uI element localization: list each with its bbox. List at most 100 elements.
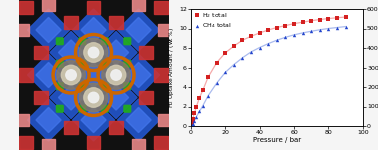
Bar [64, 16, 78, 29]
Polygon shape [104, 40, 129, 65]
CH$_4$ total [200, 104, 206, 107]
H$_2$ total [342, 16, 349, 18]
CH$_4$ total [197, 110, 203, 112]
FancyBboxPatch shape [101, 38, 108, 45]
Polygon shape [28, 9, 70, 51]
CH$_4$ total [193, 116, 199, 119]
CH$_4$ total [222, 71, 228, 74]
Circle shape [88, 92, 99, 103]
CH$_4$ total [214, 82, 220, 84]
Polygon shape [126, 107, 151, 133]
FancyBboxPatch shape [79, 60, 86, 67]
Bar [42, 139, 55, 150]
Bar [132, 0, 145, 11]
FancyBboxPatch shape [56, 38, 63, 45]
CH$_4$ total [282, 36, 288, 38]
FancyBboxPatch shape [101, 60, 108, 67]
H$_2$ total [308, 20, 314, 22]
Polygon shape [95, 76, 137, 118]
Circle shape [84, 88, 103, 107]
H$_2$ total [300, 21, 306, 23]
Bar [158, 24, 170, 36]
H$_2$ total [325, 17, 332, 20]
FancyBboxPatch shape [79, 105, 86, 112]
Polygon shape [73, 99, 115, 141]
FancyBboxPatch shape [124, 105, 131, 112]
Bar [17, 114, 29, 126]
CH$_4$ total [191, 119, 197, 122]
CH$_4$ total [240, 57, 246, 59]
H$_2$ total [248, 35, 254, 38]
H$_2$ total [282, 24, 288, 27]
Polygon shape [59, 40, 84, 65]
Circle shape [88, 47, 99, 58]
FancyBboxPatch shape [124, 38, 131, 45]
CH$_4$ total [189, 124, 195, 126]
CH$_4$ total [300, 32, 306, 34]
CH$_4$ total [190, 122, 196, 125]
FancyBboxPatch shape [101, 105, 108, 112]
Bar [87, 1, 100, 14]
CH$_4$ total [317, 28, 323, 31]
H$_2$ total [222, 52, 228, 54]
FancyBboxPatch shape [79, 83, 86, 90]
Bar [64, 121, 78, 134]
Bar [19, 136, 33, 149]
CH$_4$ total [274, 39, 280, 41]
Polygon shape [126, 17, 151, 43]
FancyBboxPatch shape [124, 83, 131, 90]
Polygon shape [50, 76, 92, 118]
FancyBboxPatch shape [124, 60, 131, 67]
CH$_4$ total [205, 94, 211, 97]
CH$_4$ total [257, 46, 263, 49]
Circle shape [111, 70, 121, 80]
Circle shape [79, 83, 108, 112]
Y-axis label: H$_2$ Uptake Amount / (wt %): H$_2$ Uptake Amount / (wt %) [167, 27, 176, 108]
CH$_4$ total [342, 25, 349, 28]
FancyBboxPatch shape [56, 83, 63, 90]
H$_2$ total [231, 45, 237, 47]
Bar [109, 121, 123, 134]
H$_2$ total [190, 118, 196, 120]
CH$_4$ total [231, 63, 237, 66]
Circle shape [102, 61, 130, 89]
Bar [19, 1, 33, 14]
Bar [34, 46, 48, 59]
CH$_4$ total [325, 27, 332, 30]
H$_2$ total [191, 112, 197, 115]
Polygon shape [104, 85, 129, 110]
Polygon shape [36, 17, 61, 43]
FancyBboxPatch shape [56, 105, 63, 112]
FancyBboxPatch shape [101, 83, 108, 90]
Polygon shape [28, 99, 70, 141]
X-axis label: Pressure / bar: Pressure / bar [253, 136, 301, 142]
Polygon shape [118, 54, 160, 96]
Polygon shape [126, 62, 151, 88]
CH$_4$ total [248, 51, 254, 53]
Bar [154, 136, 168, 149]
Bar [109, 16, 123, 29]
H$_2$ total [265, 29, 271, 31]
H$_2$ total [214, 61, 220, 64]
FancyBboxPatch shape [79, 38, 86, 45]
Bar [19, 68, 33, 82]
Polygon shape [36, 107, 61, 133]
Circle shape [84, 43, 103, 62]
Bar [139, 46, 153, 59]
Bar [154, 1, 168, 14]
Bar [139, 91, 153, 104]
H$_2$ total [205, 76, 211, 78]
Polygon shape [118, 9, 160, 51]
Circle shape [57, 61, 85, 89]
Bar [17, 24, 29, 36]
Bar [132, 139, 145, 150]
Bar [158, 114, 170, 126]
H$_2$ total [334, 16, 340, 19]
Legend: H$_2$ total, CH$_4$ total: H$_2$ total, CH$_4$ total [192, 10, 232, 31]
Polygon shape [36, 62, 61, 88]
Polygon shape [73, 9, 115, 51]
Polygon shape [81, 107, 106, 133]
H$_2$ total [257, 32, 263, 34]
CH$_4$ total [265, 42, 271, 45]
CH$_4$ total [334, 26, 340, 29]
